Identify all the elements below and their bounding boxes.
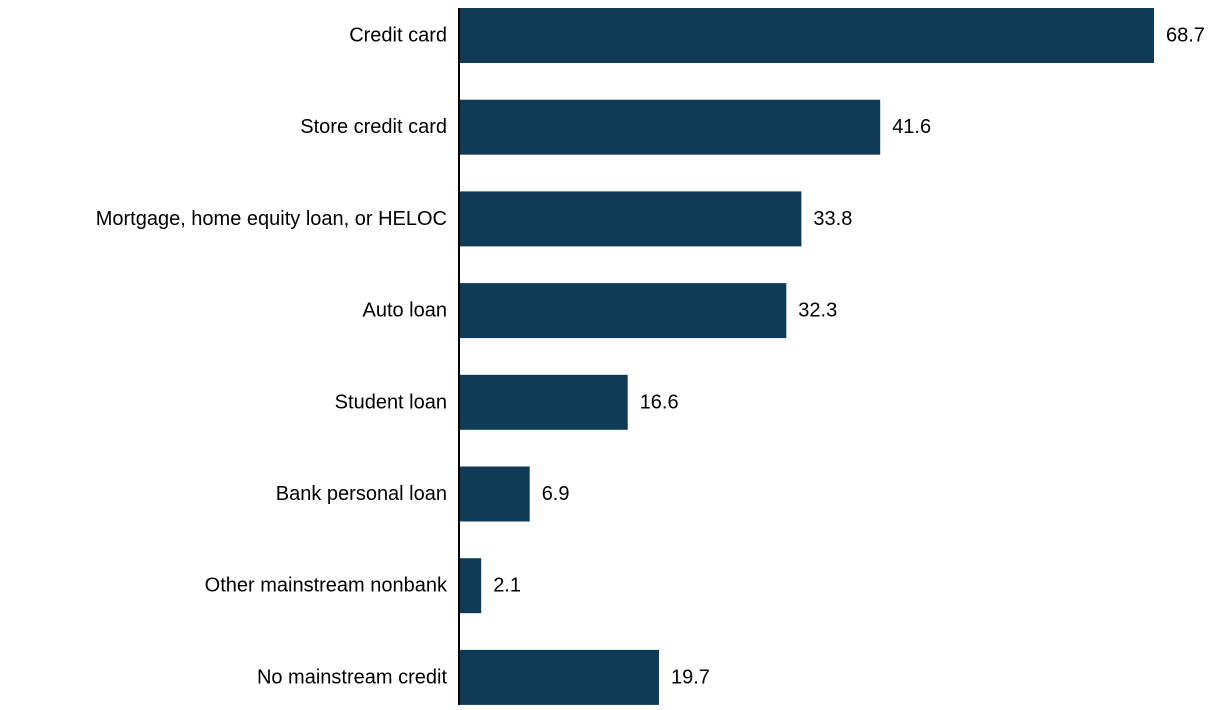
category-label: Other mainstream nonbank — [205, 575, 448, 597]
category-label: Credit card — [349, 25, 447, 47]
value-label: 6.9 — [542, 483, 570, 505]
category-label: Mortgage, home equity loan, or HELOC — [96, 208, 447, 230]
bars-layer — [460, 8, 1154, 705]
value-label: 16.6 — [640, 391, 679, 413]
category-label: Bank personal loan — [276, 483, 447, 505]
value-label: 2.1 — [493, 575, 521, 597]
bar-5 — [460, 374, 628, 430]
bar-1 — [460, 8, 1154, 63]
bar-8 — [460, 649, 659, 705]
bar-3 — [460, 191, 802, 247]
category-label: No mainstream credit — [257, 666, 448, 688]
category-label: Store credit card — [300, 116, 447, 138]
value-labels: 68.7 41.6 33.8 32.3 16.6 6.9 2.1 19.7 — [493, 25, 1205, 689]
value-label: 19.7 — [671, 666, 710, 688]
bar-7 — [460, 558, 482, 614]
category-label: Auto loan — [362, 300, 447, 322]
category-labels: Credit card Store credit card Mortgage, ho… — [96, 25, 448, 689]
value-label: 41.6 — [892, 116, 931, 138]
category-label: Student loan — [335, 391, 447, 413]
value-label: 68.7 — [1166, 25, 1205, 47]
bar-4 — [460, 283, 787, 339]
value-label: 33.8 — [813, 208, 852, 230]
value-label: 32.3 — [798, 300, 837, 322]
bar-6 — [460, 466, 530, 522]
bar-2 — [460, 99, 881, 155]
